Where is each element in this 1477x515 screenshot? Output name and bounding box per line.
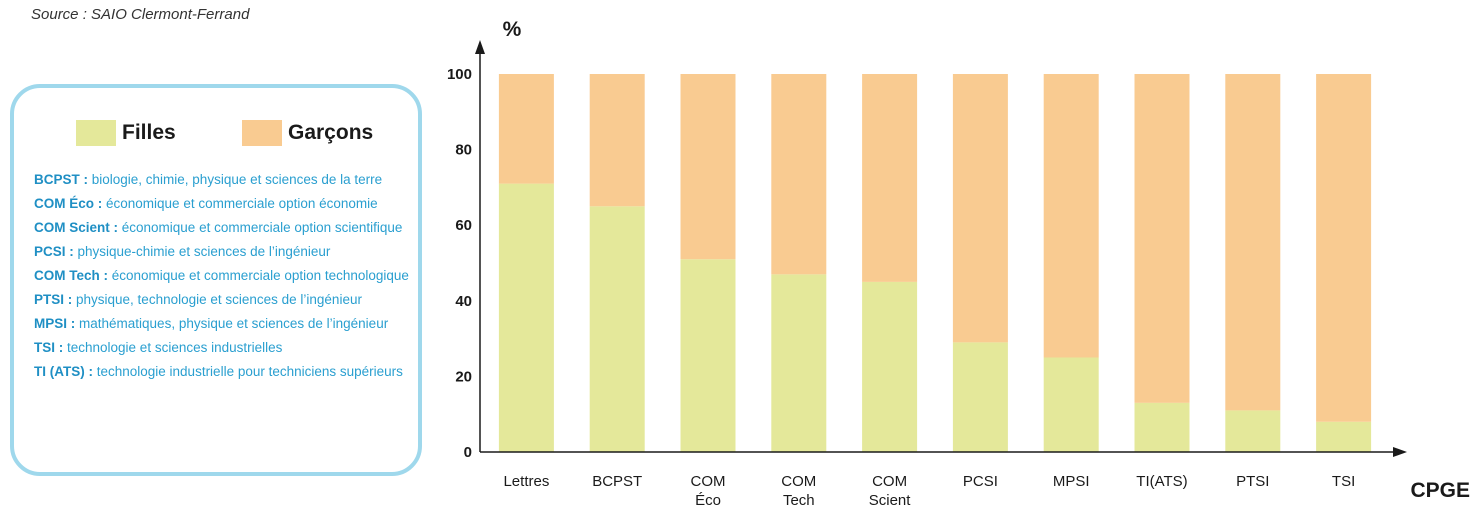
definition-item: COM Éco : économique et commerciale opti…	[34, 194, 418, 213]
bar-filles	[1043, 357, 1099, 452]
definition-term: PCSI :	[34, 244, 74, 259]
x-tick-label: TSI	[1332, 473, 1355, 490]
definition-text: physique, technologie et sciences de l’i…	[72, 292, 362, 307]
definition-item: TSI : technologie et sciences industriel…	[34, 338, 418, 357]
definition-term: MPSI :	[34, 316, 76, 331]
x-tick-label: BCPST	[592, 473, 642, 490]
definition-text: économique et commerciale option économi…	[102, 196, 378, 211]
bar-filles	[1316, 421, 1372, 452]
y-tick-label: 20	[455, 368, 472, 385]
definition-text: biologie, chimie, physique et sciences d…	[88, 172, 383, 187]
definition-item: COM Tech : économique et commerciale opt…	[34, 266, 418, 285]
bar-garcons	[862, 74, 918, 282]
bar-garcons	[1225, 74, 1281, 411]
definition-text: physique-chimie et sciences de l’ingénie…	[73, 244, 331, 259]
bar-garcons	[680, 74, 736, 260]
definition-item: TI (ATS) : technologie industrielle pour…	[34, 362, 418, 381]
y-tick-label: 100	[447, 66, 472, 83]
bar-filles	[1134, 402, 1190, 452]
source-note: Source : SAIO Clermont-Ferrand	[31, 6, 250, 23]
definition-term: PTSI :	[34, 292, 73, 307]
x-tick-label: Scient	[869, 492, 912, 509]
legend-item-garcons: Garçons	[242, 120, 373, 146]
abbreviation-definitions: BCPST : biologie, chimie, physique et sc…	[34, 170, 418, 381]
definition-term: COM Scient :	[34, 220, 119, 235]
y-axis-title: %	[503, 18, 522, 41]
bar-garcons	[1316, 74, 1372, 422]
y-tick-label: 60	[455, 217, 472, 234]
definition-term: COM Tech :	[34, 268, 108, 283]
bar-garcons	[589, 74, 645, 207]
bar-filles	[771, 274, 827, 452]
definition-term: TSI :	[34, 340, 64, 355]
bar-garcons	[771, 74, 827, 275]
bar-filles	[498, 183, 554, 452]
bar-filles	[952, 342, 1008, 452]
definition-item: PCSI : physique-chimie et sciences de l’…	[34, 242, 418, 261]
legend-label-garcons: Garçons	[288, 121, 374, 144]
bar-garcons	[1134, 74, 1190, 403]
legend-swatch-garcons	[242, 120, 282, 146]
bar-filles	[589, 206, 645, 452]
x-tick-label: Tech	[783, 492, 815, 509]
y-tick-label: 80	[455, 142, 472, 159]
y-axis-arrow	[475, 40, 485, 54]
definition-text: économique et commerciale option technol…	[108, 268, 409, 283]
x-tick-label: COM	[872, 473, 907, 490]
x-tick-label: COM	[691, 473, 726, 490]
x-tick-label: PTSI	[1236, 473, 1269, 490]
x-axis-arrow	[1393, 447, 1407, 457]
definition-item: PTSI : physique, technologie et sciences…	[34, 290, 418, 309]
legend-swatch-filles	[76, 120, 116, 146]
definition-term: TI (ATS) :	[34, 364, 93, 379]
legend-label-filles: Filles	[122, 121, 176, 144]
bar-filles	[1225, 410, 1281, 452]
bar-garcons	[952, 74, 1008, 343]
legend-panel: Filles Garçons BCPST : biologie, chimie,…	[10, 84, 422, 476]
y-tick-label: 0	[464, 444, 472, 461]
definition-text: technologie industrielle pour technicien…	[92, 364, 403, 379]
definition-term: COM Éco :	[34, 196, 103, 211]
y-tick-label: 40	[455, 293, 472, 310]
definition-item: COM Scient : économique et commerciale o…	[34, 218, 418, 237]
x-tick-label: PCSI	[963, 473, 998, 490]
bar-garcons	[498, 74, 554, 184]
bar-filles	[862, 281, 918, 452]
x-tick-label: TI(ATS)	[1136, 473, 1187, 490]
x-axis-title: CPGE	[1410, 479, 1470, 502]
definition-text: économique et commerciale option scienti…	[118, 220, 403, 235]
x-tick-label: COM	[781, 473, 816, 490]
x-tick-label: Éco	[695, 492, 721, 509]
bar-filles	[680, 259, 736, 452]
definition-item: BCPST : biologie, chimie, physique et sc…	[34, 170, 418, 189]
bar-garcons	[1043, 74, 1099, 358]
x-tick-label: MPSI	[1053, 473, 1090, 490]
definition-item: MPSI : mathématiques, physique et scienc…	[34, 314, 418, 333]
definition-text: mathématiques, physique et sciences de l…	[75, 316, 389, 331]
definition-term: BCPST :	[34, 172, 88, 187]
legend-item-filles: Filles	[76, 120, 176, 146]
x-tick-label: Lettres	[503, 473, 549, 490]
definition-text: technologie et sciences industrielles	[63, 340, 283, 355]
